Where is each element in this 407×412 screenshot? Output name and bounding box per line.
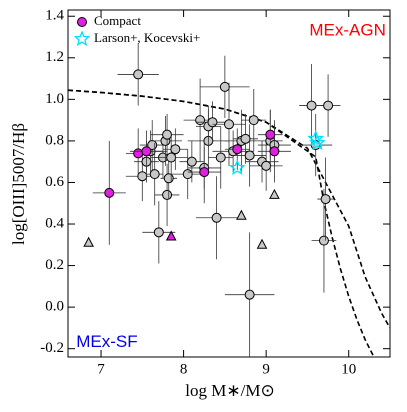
point [182,169,193,180]
point [244,150,255,161]
point [318,235,329,246]
point [153,227,164,238]
point [133,69,144,80]
point [248,115,259,126]
point [162,129,173,140]
point [207,117,218,128]
boundary-curve [68,89,375,357]
point [104,187,115,198]
legend-label: Larson+, Kocevski+ [94,30,200,45]
point [186,156,197,167]
triangle-point [165,230,177,241]
y-tick-label: 0.6 [45,174,64,190]
y-tick-label: 0.0 [45,299,64,315]
triangle-point [236,209,247,220]
point [162,189,173,200]
point [232,144,243,155]
point [215,152,226,163]
annotation: MEx-AGN [309,20,386,39]
point [211,212,222,223]
point [149,169,160,180]
y-tick-label: 0.2 [45,257,64,273]
x-tick-label: 10 [341,361,356,377]
point [244,289,255,300]
plot-frame [67,9,391,358]
y-tick-label: 0.4 [45,215,64,231]
point [265,129,276,140]
legend-label: Compact [94,13,141,28]
legend-marker [77,17,87,27]
point [323,100,334,111]
point [170,144,181,155]
star-point [309,134,326,150]
point [269,146,280,157]
x-axis-label: log M∗/M⊙ [185,381,274,400]
x-tick-label: 9 [262,361,270,377]
legend-marker [73,30,91,47]
y-axis-label: log[OIII]5007/Hβ [9,123,28,245]
x-tick-label: 8 [180,361,188,377]
y-tick-label: -0.2 [40,340,64,356]
y-tick-label: 1.2 [45,49,64,65]
annotation: MEx-SF [76,332,137,351]
point [137,171,148,182]
point [141,146,152,157]
point [133,148,144,159]
point [224,119,234,130]
point [219,81,230,92]
point [261,160,272,171]
point [163,173,174,184]
y-tick-label: 0.8 [45,132,64,148]
triangle-point [256,238,268,249]
y-tick-label: 1.4 [45,8,64,24]
x-tick-label: 7 [97,361,105,377]
star-point [307,130,324,146]
point [240,133,251,144]
triangle-point [83,236,94,247]
star-point [228,159,246,175]
triangle-point [269,188,280,199]
point [306,100,317,111]
point [166,152,177,163]
point [320,194,331,205]
point [199,167,210,178]
y-tick-label: 1.0 [45,91,64,107]
point [195,115,206,126]
